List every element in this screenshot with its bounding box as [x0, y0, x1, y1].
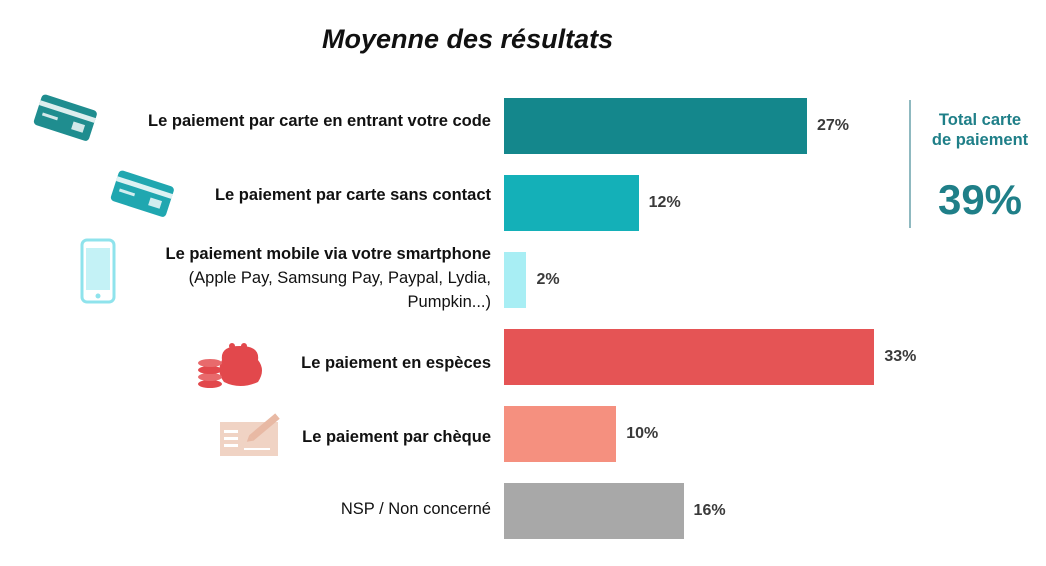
data-label: 27%: [817, 117, 850, 134]
category-label: Le paiement par carte en entrant votre c…: [148, 109, 491, 133]
bar: [504, 483, 684, 539]
total-card-value: 39%: [937, 176, 1023, 223]
total-card-label: Total carte de paiement: [931, 111, 1029, 149]
cheque-icon: [220, 413, 280, 456]
credit-card-icon: [33, 94, 97, 141]
category-label-main: NSP / Non concerné: [340, 500, 491, 518]
category-label-sub: (Apple Pay, Samsung Pay, Paypal, Lydia, P…: [188, 269, 491, 311]
smartphone-icon: [80, 238, 116, 304]
category-label: NSP / Non concerné: [341, 497, 491, 521]
category-label-main: Le paiement par carte sans contact: [214, 186, 491, 204]
category-label: Le paiement par chèque: [302, 425, 491, 449]
bar: [504, 329, 875, 385]
category-label: Le paiement mobile via votre smartphone (…: [165, 242, 491, 314]
bar: [504, 175, 639, 231]
bar: [504, 406, 617, 462]
data-label: 16%: [693, 502, 726, 519]
category-label-main: Le paiement mobile via votre smartphone: [165, 245, 491, 263]
bar: [504, 252, 527, 308]
category-label: Le paiement en espèces: [301, 351, 491, 375]
chart-title: Moyenne des résultats: [322, 24, 614, 54]
coins-purse-icon: [198, 343, 262, 388]
data-label: 33%: [884, 348, 917, 365]
category-label-main: Le paiement en espèces: [301, 354, 491, 372]
category-label: Le paiement par carte sans contact: [215, 183, 491, 207]
contactless-card-icon: [110, 170, 174, 217]
total-bracket-line: [909, 100, 911, 228]
data-label: 10%: [626, 425, 659, 442]
category-label-main: Le paiement par carte en entrant votre c…: [148, 112, 491, 130]
data-label: 12%: [648, 194, 681, 211]
bar: [504, 98, 807, 154]
category-label-main: Le paiement par chèque: [302, 428, 491, 446]
data-label: 2%: [536, 271, 560, 288]
